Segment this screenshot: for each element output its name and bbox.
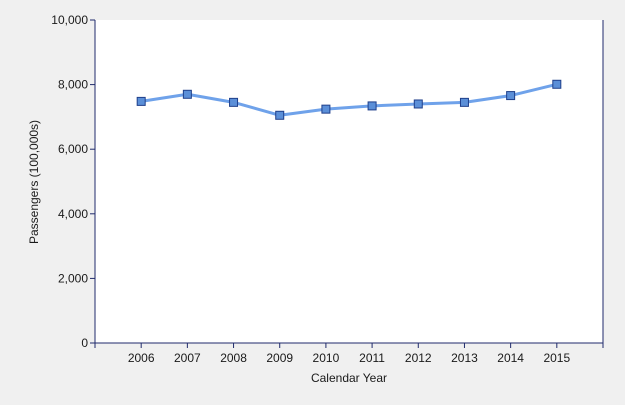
x-tick-label: 2008	[220, 351, 247, 365]
y-tick-label: 8,000	[58, 78, 88, 92]
x-tick-label: 2007	[174, 351, 201, 365]
x-tick-label: 2006	[128, 351, 155, 365]
data-point-marker	[367, 101, 377, 111]
y-tick-label: 6,000	[58, 142, 88, 156]
data-point-marker	[413, 99, 423, 109]
x-tick-label: 2010	[313, 351, 340, 365]
data-point-marker	[506, 91, 516, 101]
x-tick-label: 2015	[543, 351, 570, 365]
series-line	[140, 82, 558, 117]
x-tick-label: 2014	[497, 351, 524, 365]
y-tick-label: 10,000	[51, 13, 88, 27]
y-tick-label: 2,000	[58, 271, 88, 285]
y-tick-label: 4,000	[58, 207, 88, 221]
data-point-marker	[136, 96, 146, 106]
x-axis-ticks: 2006 2007 2008 2009 2010 2011 2012 2013 2014 2015	[94, 343, 604, 365]
y-tick-label: 0	[81, 336, 88, 350]
data-point-marker	[459, 97, 469, 107]
x-axis-title: Calendar Year	[311, 371, 387, 385]
data-point-marker	[321, 104, 331, 114]
x-tick-label: 2011	[359, 351, 385, 365]
data-point-marker	[552, 79, 562, 89]
series-group	[136, 79, 562, 120]
y-axis-ticks: 0 2,000 4,000 6,000 8,000 10,000	[51, 13, 95, 350]
y-axis-title: Passengers (100,000s)	[27, 120, 41, 244]
data-point-marker	[229, 97, 239, 107]
data-point-marker	[275, 110, 285, 120]
x-tick-label: 2013	[451, 351, 478, 365]
x-tick-label: 2009	[266, 351, 293, 365]
x-tick-label: 2012	[405, 351, 432, 365]
plot-area	[95, 20, 603, 343]
data-point-marker	[182, 89, 192, 99]
